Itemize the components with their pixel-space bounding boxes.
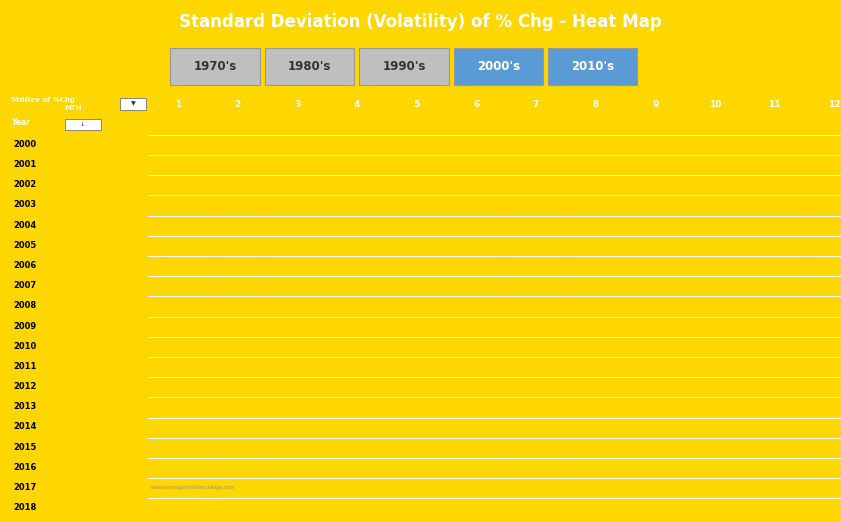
Text: 11: 11	[769, 100, 781, 109]
Text: 1970's: 1970's	[193, 60, 237, 73]
Text: 2013: 2013	[13, 402, 37, 411]
FancyBboxPatch shape	[171, 48, 260, 86]
FancyBboxPatch shape	[120, 98, 146, 110]
Text: 2016: 2016	[13, 463, 37, 472]
Text: Standard Deviation (Volatility) of % Chg - Heat Map: Standard Deviation (Volatility) of % Chg…	[179, 13, 662, 31]
Text: 5: 5	[414, 100, 420, 109]
Text: 2004: 2004	[13, 221, 37, 230]
Text: ▼: ▼	[131, 102, 135, 106]
Text: 2000: 2000	[13, 140, 36, 149]
FancyBboxPatch shape	[265, 48, 354, 86]
Text: 2: 2	[235, 100, 241, 109]
Text: 2017: 2017	[13, 483, 37, 492]
Text: 2009: 2009	[13, 322, 36, 330]
Text: 2015: 2015	[13, 443, 37, 452]
Text: 2000's: 2000's	[477, 60, 520, 73]
Text: 2012: 2012	[13, 382, 37, 391]
Text: 3: 3	[294, 100, 300, 109]
Text: 2003: 2003	[13, 200, 36, 209]
Text: 2006: 2006	[13, 261, 37, 270]
Text: www.heritagechristiancollege.com: www.heritagechristiancollege.com	[151, 485, 235, 490]
Text: MTH: MTH	[65, 105, 82, 112]
Text: 1990's: 1990's	[383, 60, 426, 73]
FancyBboxPatch shape	[65, 118, 101, 130]
Text: 8: 8	[593, 100, 599, 109]
Text: 2010's: 2010's	[571, 60, 614, 73]
Text: 2005: 2005	[13, 241, 37, 250]
Text: 1980's: 1980's	[288, 60, 331, 73]
FancyBboxPatch shape	[453, 48, 543, 86]
Text: 2014: 2014	[13, 422, 37, 432]
Text: Year: Year	[11, 118, 30, 127]
Text: StdDev of %Chg: StdDev of %Chg	[11, 97, 75, 103]
Text: 2011: 2011	[13, 362, 37, 371]
Text: 7: 7	[533, 100, 539, 109]
Text: 2001: 2001	[13, 160, 37, 169]
FancyBboxPatch shape	[548, 48, 637, 86]
Text: 2010: 2010	[13, 342, 37, 351]
Text: 2018: 2018	[13, 503, 37, 512]
Text: 1: 1	[175, 100, 181, 109]
Text: 9: 9	[652, 100, 659, 109]
Text: 6: 6	[473, 100, 479, 109]
Text: ↓: ↓	[80, 122, 85, 127]
Text: 10: 10	[709, 100, 721, 109]
Text: 2008: 2008	[13, 301, 36, 311]
Text: 4: 4	[354, 100, 360, 109]
Text: 2007: 2007	[13, 281, 36, 290]
Text: 12: 12	[828, 100, 840, 109]
Text: 2002: 2002	[13, 180, 37, 189]
FancyBboxPatch shape	[359, 48, 448, 86]
